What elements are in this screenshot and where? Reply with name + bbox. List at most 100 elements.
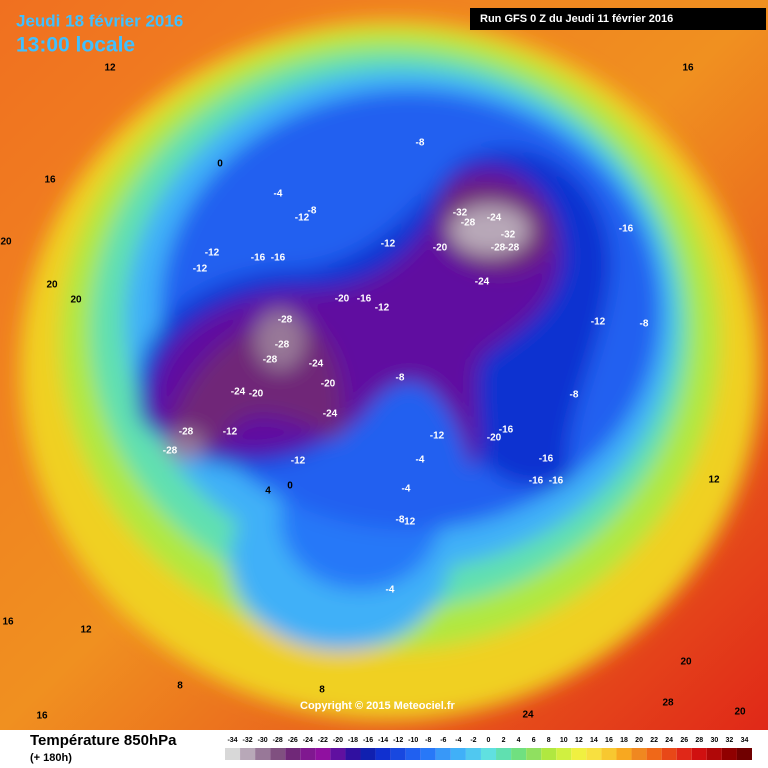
legend-label: 4	[517, 737, 521, 744]
legend-label: 22	[650, 737, 658, 744]
map-label: -32	[453, 208, 468, 219]
legend-label: -6	[440, 737, 446, 744]
map-label: -12	[375, 303, 390, 314]
legend-label: -32	[243, 737, 253, 744]
map-label: -12	[205, 248, 220, 259]
legend-swatch	[631, 748, 647, 760]
legend-swatch	[736, 748, 752, 760]
map-label: 8	[177, 681, 183, 692]
legend-swatch	[315, 748, 331, 760]
legend-swatch	[330, 748, 346, 760]
map-label: -16	[619, 224, 634, 235]
map-label: 24	[522, 710, 534, 721]
legend-swatch	[526, 748, 542, 760]
map-label: -28	[461, 218, 476, 229]
map-label: -12	[223, 427, 238, 438]
map-label: -32	[501, 230, 516, 241]
legend-swatch	[616, 748, 632, 760]
map-label: 16	[36, 711, 48, 722]
map-label: -28	[275, 340, 290, 351]
legend-swatch	[240, 748, 256, 760]
map-label: -12	[291, 456, 306, 467]
map-label: 0	[217, 159, 223, 170]
legend-swatch	[541, 748, 557, 760]
legend-swatch	[496, 748, 512, 760]
map-label: -8	[396, 373, 405, 384]
map-label: -12	[295, 213, 310, 224]
map-label: -12	[591, 317, 606, 328]
legend-label: 20	[635, 737, 643, 744]
map-label: -8	[308, 206, 317, 217]
legend-swatch	[390, 748, 406, 760]
map-label: -12	[430, 431, 445, 442]
map-label: -12	[193, 264, 208, 275]
map-label: -24	[323, 409, 338, 420]
map-label: 16	[44, 175, 56, 186]
map-label: -28	[163, 446, 178, 457]
run: Run GFS 0 Z du Jeudi 11 février 2016	[480, 13, 673, 25]
map-label: -8	[396, 515, 405, 526]
legend-swatch	[255, 748, 271, 760]
legend-swatch	[691, 748, 707, 760]
legend-label: 6	[532, 737, 536, 744]
map-label: -16	[357, 294, 372, 305]
map-label: -24	[231, 387, 246, 398]
footer-title: Température 850hPa	[30, 732, 177, 749]
legend-label: 32	[726, 737, 734, 744]
legend-label: -14	[378, 737, 388, 744]
map-label: -4	[402, 484, 411, 495]
legend-swatch	[435, 748, 451, 760]
legend-label: -18	[348, 737, 358, 744]
map-label: 20	[46, 280, 58, 291]
legend-swatch	[285, 748, 301, 760]
map-label: -28	[505, 243, 520, 254]
map-label: 28	[662, 698, 674, 709]
legend-swatch	[586, 748, 602, 760]
header: Jeudi 18 février 2016 13:00 locale Run G…	[16, 8, 766, 712]
map-label: -16	[549, 476, 564, 487]
legend-swatch	[511, 748, 527, 760]
color-legend: -34 -32 -30 -28 -26 -24 -22 -20 -18 -16 -14 -12 -10-…	[225, 737, 752, 760]
legend-label: -28	[273, 737, 283, 744]
map-label: -8	[640, 319, 649, 330]
map-label: -28	[278, 315, 293, 326]
legend-label: 24	[665, 737, 673, 744]
map-label: 12	[80, 625, 92, 636]
legend-label: 0	[487, 737, 491, 744]
legend-label: -22	[318, 737, 328, 744]
legend-label: -2	[470, 737, 476, 744]
map-label: 20	[734, 707, 746, 718]
legend-label: -4	[455, 737, 461, 744]
map-label: -4	[416, 455, 425, 466]
map-label: -20	[433, 243, 448, 254]
map-label: -4	[274, 189, 283, 200]
legend-label: 8	[547, 737, 551, 744]
legend-label: 14	[590, 737, 598, 744]
legend-swatch	[571, 748, 587, 760]
legend-label: -10	[408, 737, 418, 744]
legend-label: -8	[425, 737, 431, 744]
legend-swatch	[706, 748, 722, 760]
legend-swatch	[420, 748, 436, 760]
map-label: 4	[265, 486, 271, 497]
map-label: 8	[319, 685, 325, 696]
legend-label: -34	[227, 737, 237, 744]
map-label: -28	[263, 355, 278, 366]
map-label: -28	[491, 243, 506, 254]
legend-label: 16	[605, 737, 613, 744]
legend-swatch	[225, 748, 241, 760]
map-label: -16	[499, 425, 514, 436]
map-label: -16	[271, 253, 286, 264]
legend-swatch	[661, 748, 677, 760]
legend-swatch	[360, 748, 376, 760]
legend-swatch	[450, 748, 466, 760]
legend-swatch	[270, 748, 286, 760]
map-label: 0	[287, 481, 293, 492]
legend-label: 2	[502, 737, 506, 744]
legend-label: -30	[258, 737, 268, 744]
legend-swatch	[405, 748, 421, 760]
legend-swatch	[480, 748, 497, 760]
legend-swatch	[345, 748, 361, 760]
legend-swatch	[601, 748, 617, 760]
